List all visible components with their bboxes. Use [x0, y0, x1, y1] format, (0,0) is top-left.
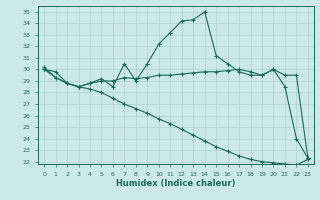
X-axis label: Humidex (Indice chaleur): Humidex (Indice chaleur) — [116, 179, 236, 188]
